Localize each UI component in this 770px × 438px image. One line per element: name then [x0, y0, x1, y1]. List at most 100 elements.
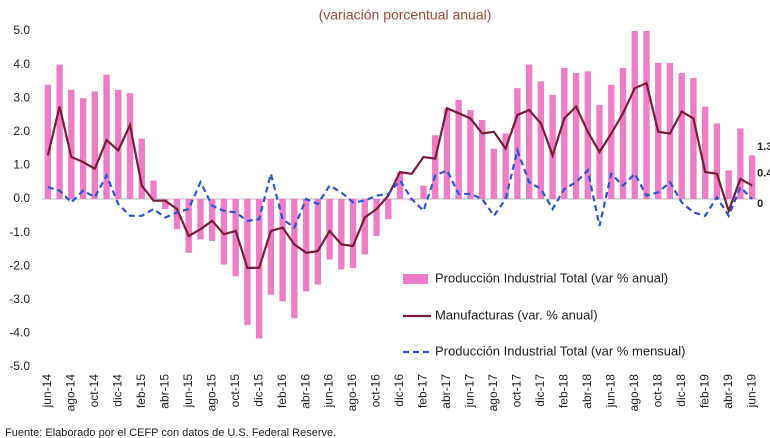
- bar: [349, 199, 357, 268]
- bar: [666, 62, 674, 199]
- legend-label: Producción Industrial Total (var % anual…: [435, 270, 668, 285]
- x-tick-label: ago-16: [345, 374, 359, 412]
- x-tick-label: dic-14: [110, 374, 124, 407]
- data-label: 1.3: [757, 141, 770, 153]
- y-tick-label: -2.0: [9, 258, 30, 272]
- x-tick-label: feb-17: [416, 374, 430, 408]
- bar: [162, 199, 169, 210]
- bar: [631, 31, 638, 199]
- x-tick-label: ago-15: [204, 374, 218, 412]
- bar: [737, 128, 744, 199]
- legend-label: Manufacturas (var. % anual): [435, 307, 598, 322]
- bar: [373, 199, 380, 236]
- bar: [455, 99, 462, 199]
- x-tick-label: feb-19: [697, 374, 711, 408]
- bar: [279, 199, 286, 302]
- bar: [690, 78, 697, 199]
- bar: [103, 74, 110, 199]
- bar: [478, 120, 486, 199]
- bar: [138, 138, 145, 199]
- bar: [361, 199, 368, 255]
- x-tick-label: jun-17: [463, 374, 477, 409]
- x-tick-label: ago-18: [627, 374, 641, 412]
- x-tick-label: abr-19: [721, 374, 735, 409]
- x-tick-label: abr-17: [439, 374, 453, 409]
- bar: [420, 185, 427, 199]
- bar: [338, 199, 345, 270]
- x-tick-label: jun-16: [322, 374, 336, 409]
- bar: [608, 84, 615, 199]
- bar: [725, 170, 732, 199]
- bar: [748, 155, 756, 199]
- bar: [267, 199, 275, 295]
- x-tick-label: oct-14: [87, 374, 101, 408]
- bar: [150, 180, 157, 199]
- bar: [502, 133, 509, 199]
- bar: [514, 88, 521, 199]
- x-tick-label: jun-15: [181, 374, 195, 409]
- bar: [302, 199, 310, 292]
- bar: [561, 67, 568, 200]
- bar: [197, 199, 204, 240]
- y-tick-label: 5.0: [13, 23, 30, 37]
- x-tick-label: ago-14: [64, 374, 78, 412]
- bar: [713, 123, 721, 199]
- bar: [537, 81, 545, 199]
- bar: [678, 73, 685, 199]
- bar: [572, 73, 580, 199]
- bar: [525, 64, 533, 199]
- bar: [91, 91, 98, 199]
- bar: [443, 108, 451, 199]
- legend-label: Producción Industrial Total (var % mensu…: [435, 343, 686, 358]
- x-tick-label: dic-18: [674, 374, 688, 407]
- y-tick-label: -5.0: [9, 359, 30, 373]
- y-tick-label: 2.0: [13, 124, 30, 138]
- bar: [490, 148, 498, 199]
- bar: [220, 199, 228, 265]
- bar: [56, 64, 63, 199]
- y-tick-label: 1.0: [13, 158, 30, 172]
- x-tick-label: oct-15: [228, 374, 242, 408]
- source-note: Fuente: Elaborado por el CEFP con datos …: [5, 427, 336, 438]
- x-tick-label: oct-17: [510, 374, 524, 408]
- legend-swatch: [403, 274, 428, 284]
- x-tick-label: jun-14: [40, 374, 54, 409]
- bar: [68, 89, 75, 199]
- x-tick-label: feb-18: [556, 374, 570, 408]
- data-label: 0.4: [757, 167, 770, 179]
- x-tick-label: oct-18: [650, 374, 664, 408]
- x-tick-label: feb-16: [275, 374, 289, 408]
- bar: [44, 84, 52, 199]
- bar: [232, 199, 239, 277]
- x-tick-label: abr-16: [298, 374, 312, 409]
- y-tick-label: -4.0: [9, 326, 30, 340]
- line: [46, 81, 753, 269]
- y-tick-label: 4.0: [13, 57, 30, 71]
- x-tick-label: dic-15: [251, 374, 265, 407]
- bar: [244, 199, 251, 325]
- bar: [643, 31, 650, 199]
- bar: [185, 199, 192, 253]
- bar: [173, 199, 181, 230]
- y-tick-label: 0.0: [13, 191, 30, 205]
- x-tick-label: dic-16: [392, 374, 406, 407]
- y-tick-label: -1.0: [9, 225, 30, 239]
- x-tick-label: feb-15: [134, 374, 148, 408]
- bar: [432, 135, 439, 199]
- bar: [314, 199, 322, 285]
- bar: [126, 93, 134, 199]
- bar: [291, 199, 298, 319]
- x-tick-label: oct-16: [369, 374, 383, 408]
- x-tick-label: jun-19: [744, 374, 758, 409]
- bar: [385, 199, 392, 220]
- y-tick-label: 3.0: [13, 90, 30, 104]
- line: [47, 146, 753, 230]
- bar: [467, 109, 474, 199]
- bar: [396, 172, 404, 199]
- x-tick-label: ago-17: [486, 374, 500, 412]
- bar: [115, 89, 122, 199]
- bar: [79, 98, 87, 199]
- bar: [702, 106, 709, 199]
- y-tick-label: -3.0: [9, 292, 30, 306]
